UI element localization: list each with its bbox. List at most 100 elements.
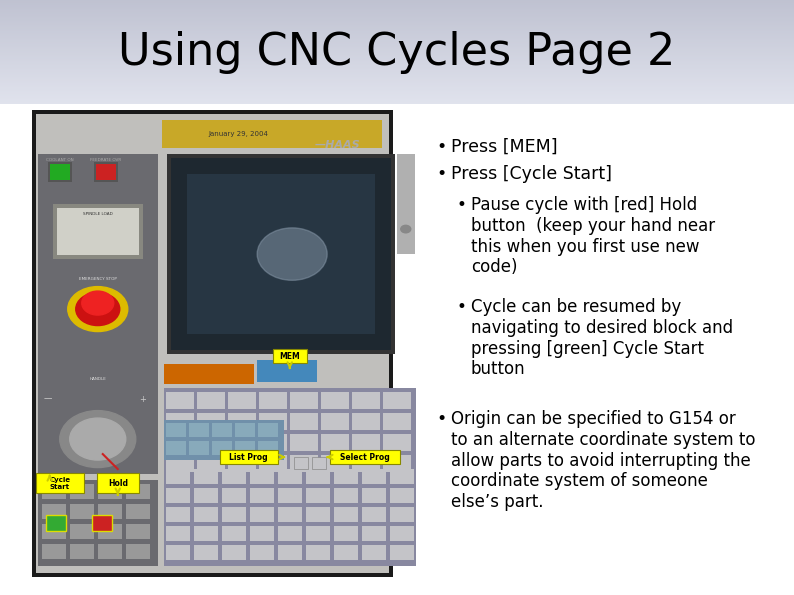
Bar xyxy=(162,120,382,148)
Bar xyxy=(0,65,794,67)
Bar xyxy=(362,507,386,522)
Bar xyxy=(294,457,308,469)
Text: Hold: Hold xyxy=(108,478,128,487)
Bar xyxy=(306,526,330,541)
Bar xyxy=(0,74,794,77)
Bar xyxy=(222,488,246,503)
Bar xyxy=(290,392,318,409)
Bar xyxy=(50,164,70,180)
Bar xyxy=(166,469,190,484)
Bar xyxy=(164,388,416,478)
Bar xyxy=(0,46,794,48)
Bar xyxy=(0,2,794,5)
Bar xyxy=(0,43,794,45)
Bar xyxy=(70,544,94,559)
Bar xyxy=(352,392,380,409)
Bar xyxy=(278,526,302,541)
Text: HANDLE: HANDLE xyxy=(89,377,106,381)
Bar xyxy=(0,5,794,8)
Circle shape xyxy=(257,228,327,280)
Bar xyxy=(0,81,794,83)
Bar xyxy=(0,76,794,78)
Bar xyxy=(321,434,349,451)
Bar xyxy=(278,507,302,522)
Bar xyxy=(0,48,794,51)
Bar xyxy=(259,413,287,430)
Bar xyxy=(321,413,349,430)
Text: Using CNC Cycles Page 2: Using CNC Cycles Page 2 xyxy=(118,30,676,74)
Text: SPINDLE LOAD: SPINDLE LOAD xyxy=(83,212,113,216)
Bar xyxy=(94,162,118,182)
Bar xyxy=(0,71,794,74)
Bar xyxy=(362,526,386,541)
Bar xyxy=(290,455,318,472)
Bar xyxy=(383,413,410,430)
Bar xyxy=(333,469,358,484)
Bar xyxy=(306,545,330,560)
Bar xyxy=(390,545,414,560)
Bar xyxy=(98,524,121,539)
Bar xyxy=(235,423,255,437)
Bar xyxy=(0,9,794,11)
Bar xyxy=(0,15,794,18)
Bar xyxy=(222,526,246,541)
Bar xyxy=(0,84,794,87)
Bar xyxy=(0,103,794,105)
Bar xyxy=(0,79,794,82)
Text: List Prog: List Prog xyxy=(229,453,268,462)
Bar xyxy=(250,526,274,541)
Bar xyxy=(0,22,794,24)
Bar xyxy=(0,77,794,79)
Bar xyxy=(0,31,794,33)
Bar xyxy=(194,488,218,503)
Bar xyxy=(333,507,358,522)
Bar xyxy=(0,26,794,29)
Bar xyxy=(32,110,393,577)
Circle shape xyxy=(82,291,114,315)
Text: Press [Cycle Start]: Press [Cycle Start] xyxy=(451,165,612,183)
Bar xyxy=(258,441,278,455)
Bar xyxy=(333,488,358,503)
Bar xyxy=(187,174,375,334)
Bar xyxy=(228,434,256,451)
Bar xyxy=(0,56,794,58)
Bar xyxy=(194,526,218,541)
Bar xyxy=(166,488,190,503)
Bar xyxy=(42,484,66,499)
Bar xyxy=(390,526,414,541)
Bar xyxy=(125,544,150,559)
Bar xyxy=(0,95,794,98)
Bar xyxy=(0,7,794,9)
Bar xyxy=(38,480,158,566)
Bar xyxy=(0,73,794,75)
Bar xyxy=(0,30,794,32)
Bar xyxy=(0,21,794,23)
Bar xyxy=(306,488,330,503)
Bar xyxy=(390,488,414,503)
Bar xyxy=(70,484,94,499)
Bar xyxy=(259,392,287,409)
Bar xyxy=(70,504,94,519)
Bar xyxy=(0,57,794,60)
Bar xyxy=(222,469,246,484)
Bar xyxy=(167,154,395,354)
Bar xyxy=(42,524,66,539)
Bar xyxy=(125,524,150,539)
Bar xyxy=(0,42,794,44)
Circle shape xyxy=(75,293,120,325)
Bar xyxy=(0,20,794,22)
Bar xyxy=(278,545,302,560)
Text: •: • xyxy=(457,298,467,316)
Bar xyxy=(197,455,225,472)
Bar xyxy=(0,0,794,2)
Bar xyxy=(0,47,794,49)
Bar xyxy=(250,469,274,484)
Bar xyxy=(222,545,246,560)
Bar xyxy=(189,423,209,437)
Bar xyxy=(46,515,66,531)
Bar xyxy=(235,441,255,455)
Bar xyxy=(0,36,794,39)
Bar xyxy=(92,515,112,531)
Bar xyxy=(0,91,794,93)
Bar xyxy=(189,441,209,455)
